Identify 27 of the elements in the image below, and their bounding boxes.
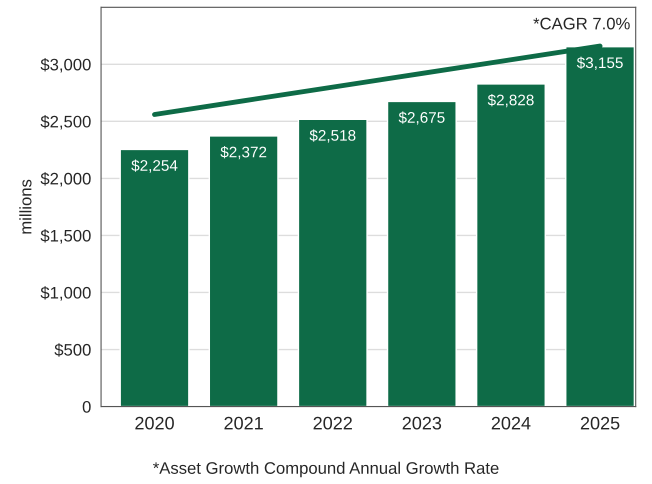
data-label: $2,518 (310, 129, 356, 143)
x-tick-label: 2025 (580, 416, 620, 430)
bar (298, 118, 368, 407)
text: *Asset Growth Compound Annual Growth Rate (153, 462, 499, 478)
x-tick-label: 2020 (135, 416, 174, 430)
y-tick-label: $2,500 (40, 115, 91, 130)
data-label: $2,828 (488, 94, 534, 108)
y-tick-label: $3,000 (40, 58, 91, 72)
data-label: $2,254 (131, 159, 178, 173)
x-tick-label: 2023 (402, 416, 442, 430)
y-axis-title: millions (19, 180, 32, 234)
y-tick-label: 0 (82, 400, 91, 413)
data-label: $2,372 (220, 146, 266, 160)
annotation: *CAGR 7.0% (533, 18, 630, 30)
data-label: $2,675 (398, 111, 445, 125)
bar (208, 135, 279, 407)
x-tick-label: 2024 (492, 416, 531, 430)
bar (476, 83, 546, 407)
y-tick-label: $1,000 (40, 286, 91, 301)
bar (386, 100, 457, 407)
x-tick-label: 2022 (314, 416, 352, 430)
x-tick-label: 2021 (224, 416, 263, 430)
y-tick-label: $500 (54, 343, 91, 357)
y-tick-label: $1,500 (40, 229, 91, 244)
data-label: $3,155 (576, 56, 623, 70)
bar (120, 148, 190, 407)
y-tick-label: $2,000 (40, 172, 91, 187)
